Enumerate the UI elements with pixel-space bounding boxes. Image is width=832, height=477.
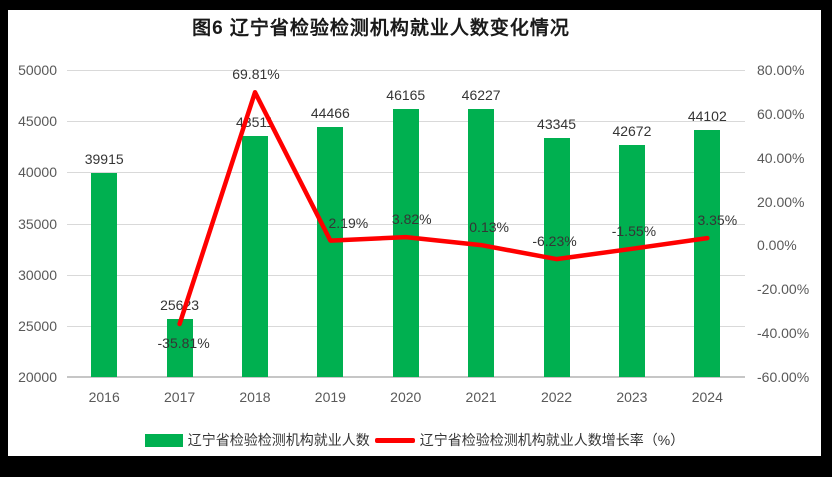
chart-legend: 辽宁省检验检测机构就业人数 辽宁省检验检测机构就业人数增长率（%） — [8, 431, 821, 449]
bar-2017 — [166, 319, 193, 377]
legend-label-employment: 辽宁省检验检测机构就业人数 — [187, 432, 370, 448]
left-axis-tick-label: 40000 — [18, 164, 57, 181]
bar-series-swatch-icon — [144, 433, 183, 447]
x-axis-line — [66, 376, 745, 378]
x-axis-label: 2017 — [164, 389, 196, 405]
right-axis-tick-label: -20.00% — [757, 281, 810, 298]
right-axis-tick-label: 60.00% — [757, 105, 805, 122]
scan-border-top — [0, 0, 832, 10]
scan-border-bottom — [0, 456, 832, 477]
left-axis-tick-label: 35000 — [18, 215, 57, 232]
bar-2018 — [241, 136, 268, 377]
right-axis-tick-label: 0.00% — [757, 237, 797, 254]
bar-2020 — [392, 109, 419, 377]
x-axis-label: 2020 — [390, 389, 422, 405]
bar-value-label: 42672 — [612, 122, 652, 139]
right-axis-tick-label: 80.00% — [757, 62, 805, 78]
legend-entry-growth-rate: 辽宁省检验检测机构就业人数增长率（%） — [374, 430, 685, 450]
line-series-swatch-icon — [374, 437, 415, 443]
right-axis-tick-label: 20.00% — [757, 193, 805, 210]
line-value-label: 2.19% — [328, 214, 369, 231]
bar-2019 — [317, 126, 344, 377]
growth-rate-line — [177, 90, 710, 327]
left-axis-tick-label: 30000 — [18, 266, 57, 283]
chart-title: 图6 辽宁省检验检测机构就业人数变化情况 — [192, 18, 570, 39]
line-value-label: -35.81% — [157, 334, 210, 351]
bar-value-label: 44102 — [687, 108, 727, 125]
scan-border-left — [0, 0, 8, 477]
x-axis-label: 2019 — [314, 389, 346, 405]
x-axis-label: 2018 — [239, 389, 271, 405]
bar-value-label: 46227 — [461, 86, 501, 103]
bar-value-label: 25623 — [160, 297, 200, 314]
legend-label-growth-rate: 辽宁省检验检测机构就业人数增长率（%） — [419, 432, 685, 448]
right-axis-tick-label: 40.00% — [757, 149, 805, 166]
line-value-label: -6.23% — [532, 233, 577, 250]
bar-2024 — [694, 130, 721, 377]
bar-2023 — [618, 144, 645, 377]
bar-2016 — [91, 173, 118, 377]
x-axis-label: 2022 — [540, 389, 573, 405]
legend-entry-employment: 辽宁省检验检测机构就业人数 — [144, 430, 370, 450]
bar-value-label: 43345 — [537, 116, 576, 133]
left-axis-tick-label: 50000 — [18, 62, 57, 78]
x-axis-label: 2021 — [465, 389, 497, 405]
line-value-label: -1.55% — [611, 222, 657, 239]
bar-value-label: 44466 — [310, 104, 350, 121]
bar-value-label: 46165 — [386, 87, 426, 104]
right-axis-tick-label: -40.00% — [757, 325, 810, 342]
left-axis-tick-label: 45000 — [18, 113, 57, 130]
x-axis-label: 2023 — [616, 389, 648, 405]
x-axis-label: 2024 — [691, 389, 723, 405]
line-value-label: 69.81% — [232, 66, 280, 83]
bar-value-label: 39915 — [84, 151, 124, 168]
scan-border-right — [821, 0, 832, 477]
x-axis-label: 2016 — [88, 389, 120, 405]
right-axis-tick-label: -60.00% — [757, 369, 810, 385]
gridline — [66, 70, 745, 71]
line-value-label: 0.13% — [469, 219, 509, 236]
line-value-label: 3.35% — [697, 212, 738, 229]
left-axis-tick-label: 25000 — [18, 317, 57, 334]
line-value-label: 3.82% — [391, 211, 432, 228]
left-axis-tick-label: 20000 — [18, 369, 57, 385]
